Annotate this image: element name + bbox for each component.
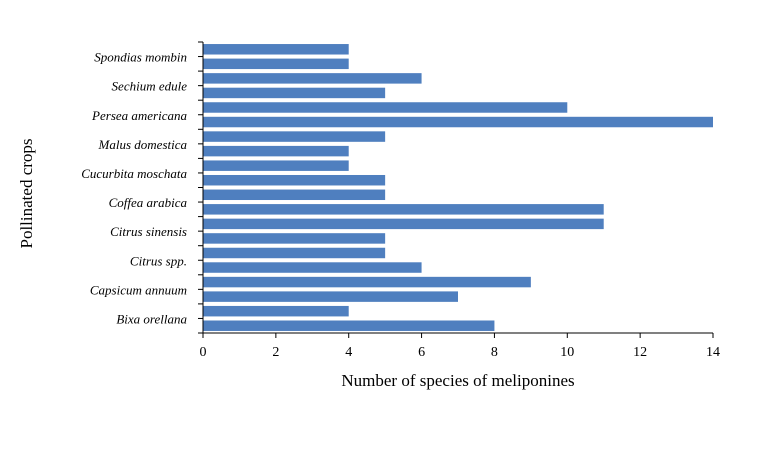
bar [203, 73, 422, 84]
bar [203, 87, 386, 99]
x-tick-label: 10 [560, 345, 574, 360]
bar [203, 174, 386, 186]
y-category-label: Citrus sinensis [110, 224, 187, 239]
bar [203, 233, 386, 244]
y-category-label: Sechium edule [112, 79, 188, 94]
y-category-label: Coffea arabica [109, 195, 188, 210]
bar [203, 131, 386, 142]
y-category-label: Citrus spp. [130, 253, 187, 268]
bar [203, 218, 604, 230]
x-axis-title: Number of species of meliponines [341, 371, 574, 390]
bar [203, 262, 422, 273]
y-category-label: Cucurbita moschata [81, 166, 187, 181]
x-tick-label: 6 [418, 345, 425, 360]
y-category-label: Capsicum annuum [90, 282, 187, 297]
ticks-layer [198, 41, 714, 338]
x-tick-label: 12 [633, 345, 647, 360]
bar [203, 160, 349, 171]
bar [203, 189, 386, 201]
labels-layer: 0 2 4 6 8 10 12 14 Spondias mombin Sechium edule P… [81, 50, 720, 360]
y-axis-title: Pollinated crops [17, 138, 36, 248]
bar [203, 44, 349, 55]
y-category-label: Persea americana [91, 108, 187, 123]
bar [203, 291, 458, 302]
y-category-label: Bixa orellana [116, 311, 187, 326]
bar [203, 276, 531, 288]
bar [203, 116, 713, 128]
bar [203, 305, 349, 317]
y-category-label: Malus domestica [98, 137, 188, 152]
bar [203, 247, 386, 259]
bar [203, 145, 349, 157]
y-category-label: Spondias mombin [94, 50, 187, 65]
bar [203, 320, 495, 331]
x-tick-label: 2 [272, 345, 279, 360]
bar [203, 204, 604, 215]
bar [203, 58, 349, 70]
axes-layer [202, 42, 713, 334]
bar [203, 102, 568, 113]
x-tick-label: 0 [200, 345, 207, 360]
bars-layer [203, 44, 713, 331]
x-tick-label: 14 [706, 345, 720, 360]
x-tick-label: 4 [345, 345, 352, 360]
x-tick-label: 8 [491, 345, 498, 360]
